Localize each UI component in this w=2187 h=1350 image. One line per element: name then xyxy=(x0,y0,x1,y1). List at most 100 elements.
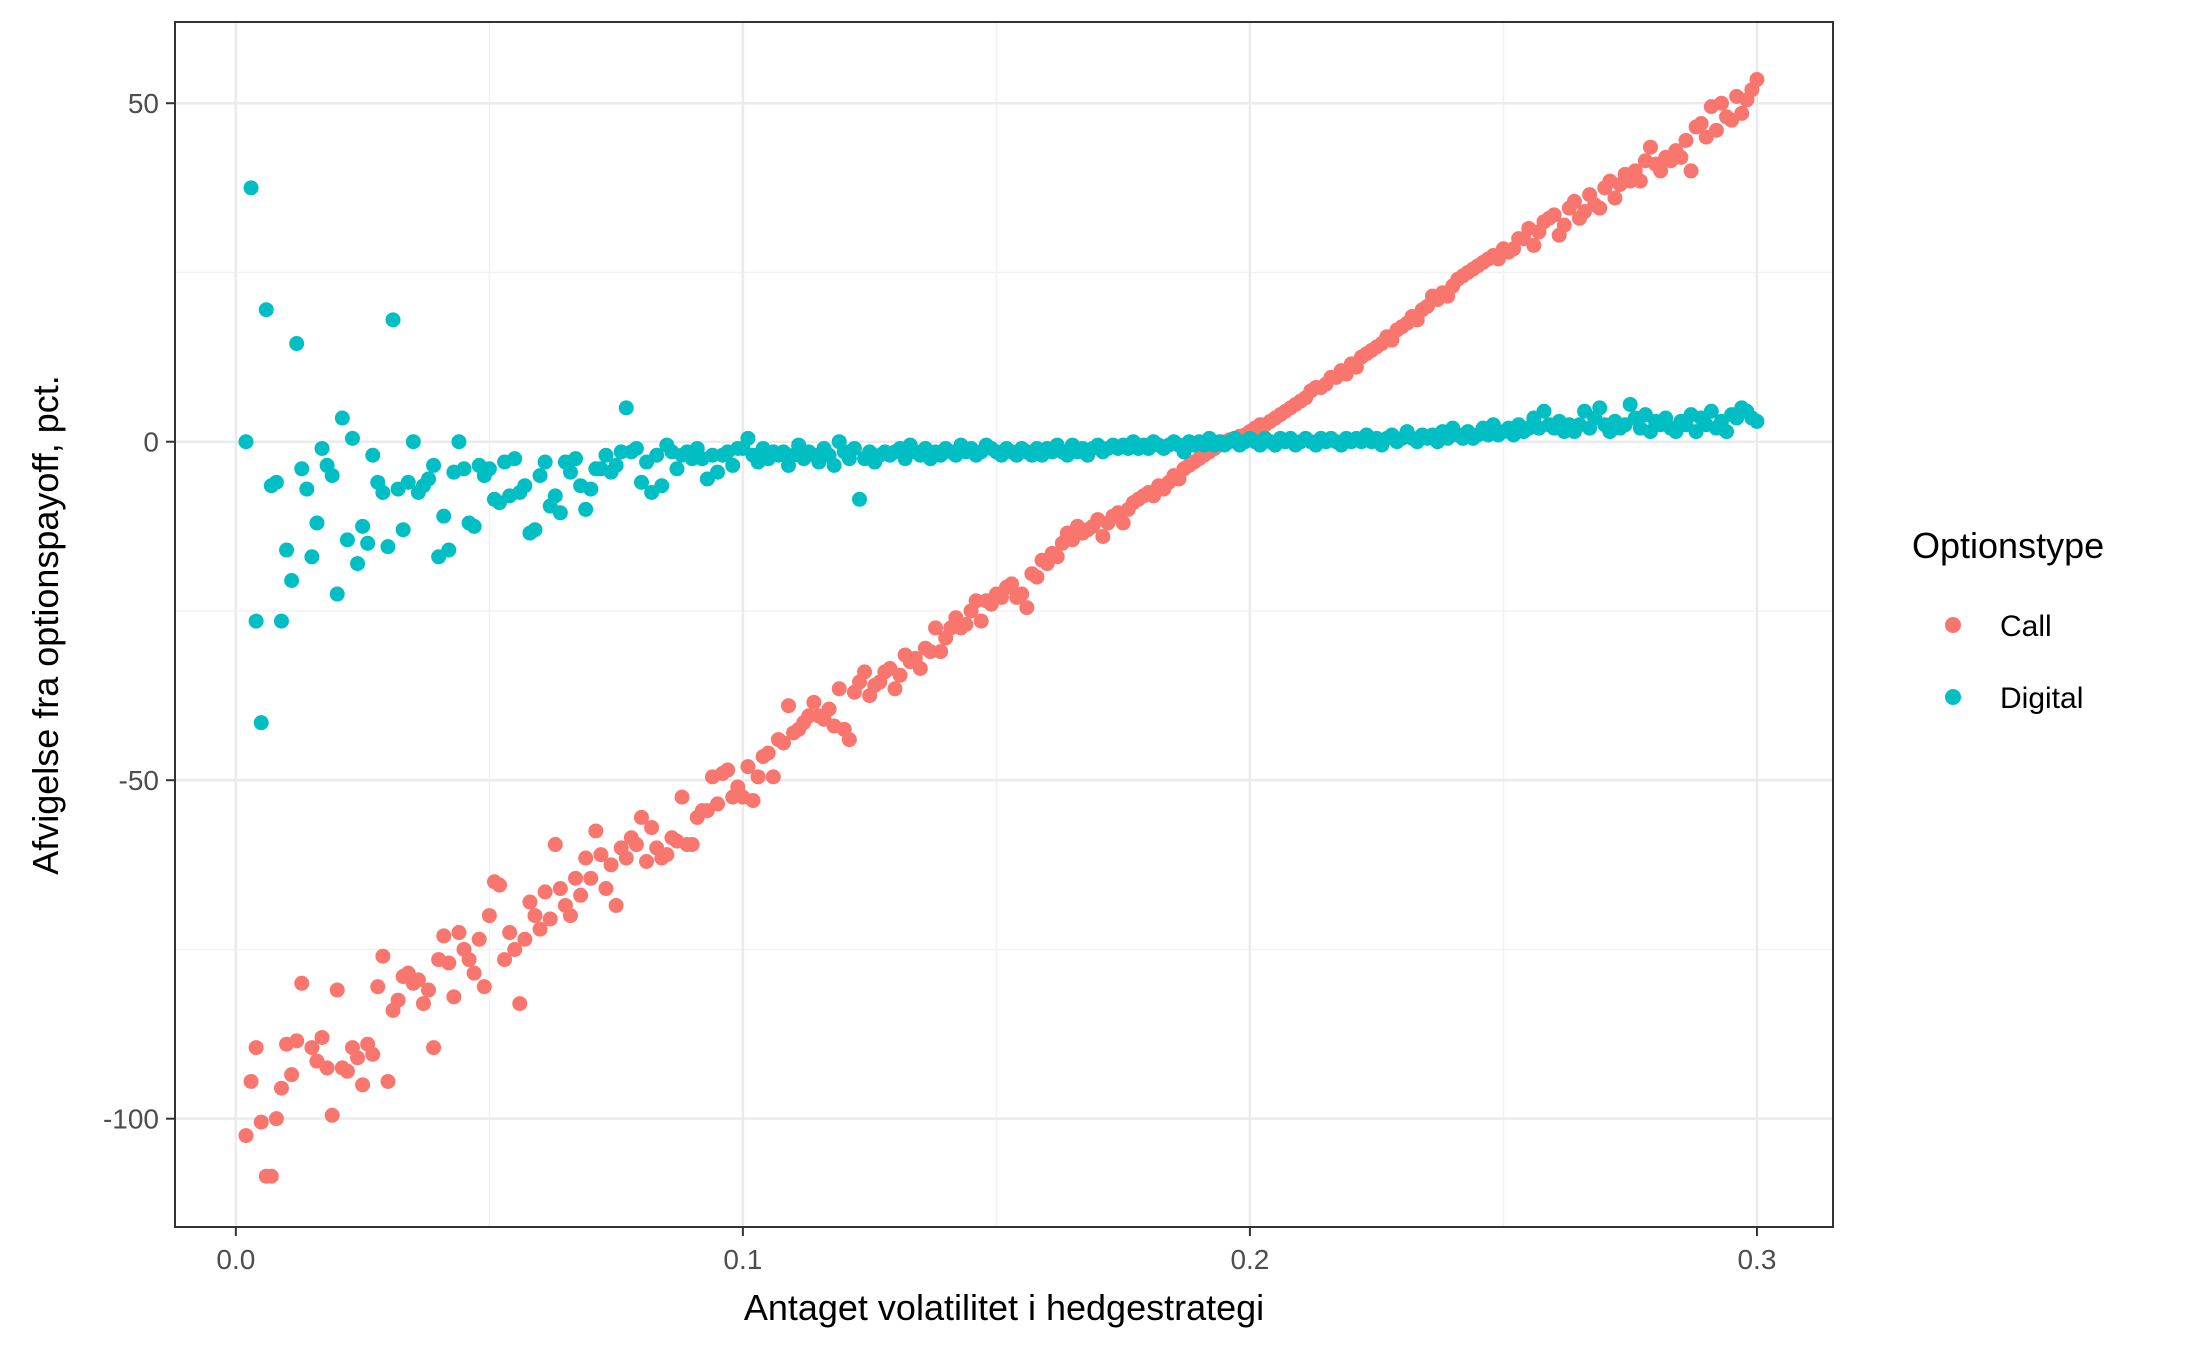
point-call xyxy=(775,735,791,751)
point-call xyxy=(644,820,660,836)
point-digital xyxy=(851,491,867,507)
point-call xyxy=(319,1060,335,1076)
point-call xyxy=(618,850,634,866)
y-tick-label: 0 xyxy=(143,427,159,458)
point-digital xyxy=(334,410,350,426)
point-digital xyxy=(618,400,634,416)
point-call xyxy=(821,701,837,717)
point-digital xyxy=(248,613,264,629)
point-call xyxy=(263,1168,279,1184)
point-call xyxy=(740,759,756,775)
point-call xyxy=(806,694,822,710)
point-call xyxy=(390,992,406,1008)
point-digital xyxy=(466,518,482,534)
point-call xyxy=(562,908,578,924)
point-call xyxy=(441,955,457,971)
point-digital xyxy=(441,542,457,558)
point-call xyxy=(289,1033,305,1049)
point-digital xyxy=(436,508,452,524)
y-tick-label: 50 xyxy=(128,88,159,119)
point-digital xyxy=(395,522,411,538)
point-call xyxy=(633,809,649,825)
point-digital xyxy=(365,447,381,463)
point-digital xyxy=(547,488,563,504)
point-call xyxy=(933,644,949,660)
point-call xyxy=(380,1073,396,1089)
point-call xyxy=(1749,72,1765,88)
point-call xyxy=(583,870,599,886)
point-call xyxy=(329,982,345,998)
point-call xyxy=(1556,217,1572,233)
point-call xyxy=(750,769,766,785)
point-call xyxy=(1566,193,1582,209)
point-digital xyxy=(344,430,360,446)
point-call xyxy=(928,620,944,636)
point-call xyxy=(324,1107,340,1123)
point-digital xyxy=(324,468,340,484)
point-call xyxy=(284,1067,300,1083)
point-digital xyxy=(238,434,254,450)
point-call xyxy=(568,870,584,886)
point-digital xyxy=(299,481,315,497)
point-call xyxy=(1019,600,1035,616)
point-call xyxy=(355,1077,371,1093)
point-call xyxy=(512,996,528,1012)
point-call xyxy=(1713,95,1729,111)
point-call xyxy=(1592,200,1608,216)
point-digital xyxy=(568,451,584,467)
point-digital xyxy=(1703,403,1719,419)
point-call xyxy=(466,965,482,981)
point-digital xyxy=(507,451,523,467)
point-digital xyxy=(583,481,599,497)
point-digital xyxy=(669,461,685,477)
point-call xyxy=(710,796,726,812)
point-call xyxy=(1708,122,1724,138)
point-digital xyxy=(456,461,472,477)
point-call xyxy=(471,931,487,947)
point-digital xyxy=(725,457,741,473)
point-digital xyxy=(552,505,568,521)
point-call xyxy=(765,769,781,785)
point-call xyxy=(350,1050,366,1066)
point-digital xyxy=(527,522,543,538)
x-tick-label: 0.3 xyxy=(1737,1244,1776,1275)
point-call xyxy=(547,837,563,853)
point-call xyxy=(628,837,644,853)
point-call xyxy=(339,1063,355,1079)
point-call xyxy=(588,823,604,839)
point-call xyxy=(542,911,558,927)
point-call xyxy=(1693,116,1709,132)
point-call xyxy=(492,877,508,893)
plot-panel-border xyxy=(174,21,1834,1228)
point-call xyxy=(446,989,462,1005)
point-call xyxy=(253,1114,269,1130)
point-digital xyxy=(339,532,355,548)
point-call xyxy=(674,789,690,805)
point-digital xyxy=(649,447,665,463)
point-digital xyxy=(481,461,497,477)
point-call xyxy=(892,667,908,683)
point-digital xyxy=(740,430,756,446)
point-call xyxy=(314,1029,330,1045)
point-call xyxy=(973,613,989,629)
point-digital xyxy=(314,440,330,456)
point-digital xyxy=(294,461,310,477)
point-digital xyxy=(1719,424,1735,440)
point-digital xyxy=(633,474,649,490)
point-call xyxy=(507,941,523,957)
legend-title: Optionstype xyxy=(1912,525,2104,566)
point-call xyxy=(603,857,619,873)
point-call xyxy=(760,745,776,761)
point-call xyxy=(527,908,543,924)
point-digital xyxy=(710,464,726,480)
point-call xyxy=(857,664,873,680)
point-call xyxy=(517,931,533,947)
point-digital xyxy=(329,586,345,602)
point-call xyxy=(598,881,614,897)
point-call xyxy=(1526,237,1542,253)
point-call xyxy=(912,661,928,677)
point-call xyxy=(238,1128,254,1144)
legend-label-call: Call xyxy=(2000,610,2052,643)
axes: 0.0 0.1 0.2 0.3 -100 -50 0 50 xyxy=(103,88,1776,1275)
